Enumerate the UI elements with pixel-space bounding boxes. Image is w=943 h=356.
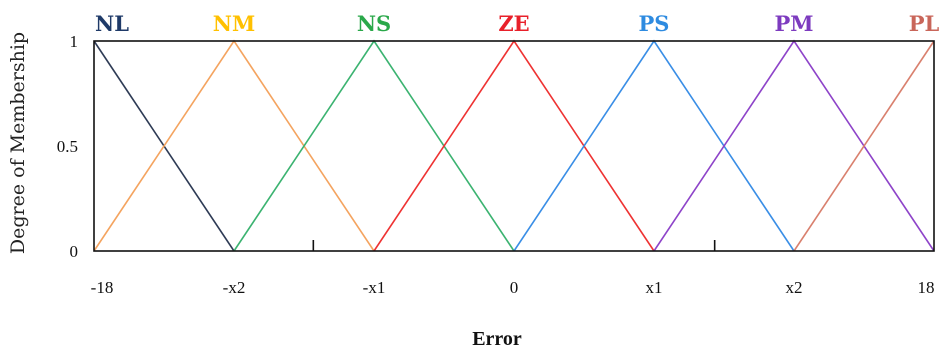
x-axis-title: Error <box>472 328 522 350</box>
ticks-layer: -18 -x2 -x1 0 x1 x2 18 0 0.5 1 <box>57 32 935 297</box>
series-label-ns: NS <box>357 11 391 36</box>
x-tick-label: 18 <box>918 278 935 297</box>
x-tick-label: x2 <box>786 278 803 297</box>
plot-frame <box>93 40 935 252</box>
series-line-nm <box>93 39 375 252</box>
x-tick-label: x1 <box>646 278 663 297</box>
series-line-ps <box>513 39 795 252</box>
series-label-ze: ZE <box>498 11 529 36</box>
labels-layer: NL NM NS ZE PS PM PL <box>95 11 939 36</box>
series-label-pm: PM <box>774 11 813 36</box>
series-label-pl: PL <box>909 11 940 36</box>
y-axis-title: Degree of Membership <box>7 32 29 254</box>
series-layer <box>93 39 935 252</box>
series-line-pm <box>653 39 935 252</box>
series-label-nm: NM <box>213 11 255 36</box>
series-label-nl: NL <box>95 11 129 36</box>
series-label-ps: PS <box>639 11 670 36</box>
y-tick-label: 1 <box>70 32 79 51</box>
series-line-ze <box>373 39 655 252</box>
x-tick-label: -x2 <box>223 278 246 297</box>
x-tick-label: -x1 <box>363 278 386 297</box>
series-line-ns <box>233 39 515 252</box>
x-tick-label: -18 <box>91 278 114 297</box>
y-tick-label: 0.5 <box>57 137 78 156</box>
x-tick-label: 0 <box>510 278 519 297</box>
series-line-pl <box>793 40 935 252</box>
y-tick-label: 0 <box>70 242 79 261</box>
